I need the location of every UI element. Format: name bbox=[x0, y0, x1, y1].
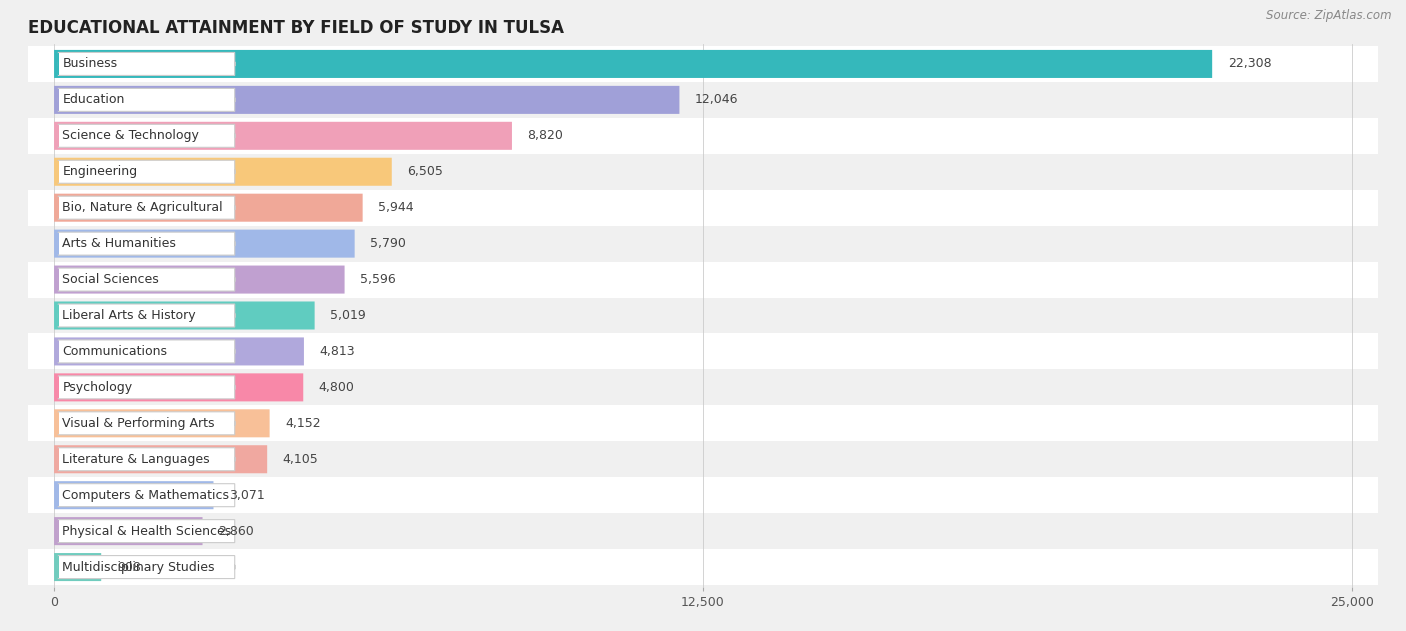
FancyBboxPatch shape bbox=[58, 52, 235, 76]
Bar bbox=[28, 118, 1378, 154]
Text: 8,820: 8,820 bbox=[527, 129, 564, 143]
Text: 4,800: 4,800 bbox=[319, 381, 354, 394]
FancyBboxPatch shape bbox=[53, 194, 363, 221]
FancyBboxPatch shape bbox=[53, 266, 344, 293]
Text: 4,105: 4,105 bbox=[283, 453, 319, 466]
Text: Source: ZipAtlas.com: Source: ZipAtlas.com bbox=[1267, 9, 1392, 23]
Text: 4,152: 4,152 bbox=[285, 417, 321, 430]
Text: Bio, Nature & Agricultural: Bio, Nature & Agricultural bbox=[62, 201, 224, 214]
FancyBboxPatch shape bbox=[53, 122, 512, 150]
FancyBboxPatch shape bbox=[53, 50, 1212, 78]
Text: Arts & Humanities: Arts & Humanities bbox=[62, 237, 176, 250]
Bar bbox=[28, 513, 1378, 549]
Bar bbox=[28, 333, 1378, 369]
Bar bbox=[28, 549, 1378, 585]
Text: 12,046: 12,046 bbox=[695, 93, 738, 107]
Text: 908: 908 bbox=[117, 560, 141, 574]
FancyBboxPatch shape bbox=[58, 555, 235, 579]
Text: 5,019: 5,019 bbox=[330, 309, 366, 322]
Bar bbox=[28, 441, 1378, 477]
FancyBboxPatch shape bbox=[53, 445, 267, 473]
Bar bbox=[28, 298, 1378, 333]
FancyBboxPatch shape bbox=[53, 374, 304, 401]
FancyBboxPatch shape bbox=[53, 553, 101, 581]
Text: Visual & Performing Arts: Visual & Performing Arts bbox=[62, 417, 215, 430]
Text: EDUCATIONAL ATTAINMENT BY FIELD OF STUDY IN TULSA: EDUCATIONAL ATTAINMENT BY FIELD OF STUDY… bbox=[28, 19, 564, 37]
FancyBboxPatch shape bbox=[53, 338, 304, 365]
FancyBboxPatch shape bbox=[58, 412, 235, 435]
Text: Education: Education bbox=[62, 93, 125, 107]
Text: Computers & Mathematics: Computers & Mathematics bbox=[62, 488, 229, 502]
FancyBboxPatch shape bbox=[58, 88, 235, 111]
Bar bbox=[28, 226, 1378, 262]
Bar bbox=[28, 262, 1378, 298]
Text: Business: Business bbox=[62, 57, 118, 71]
Text: Social Sciences: Social Sciences bbox=[62, 273, 159, 286]
FancyBboxPatch shape bbox=[58, 196, 235, 219]
Text: 6,505: 6,505 bbox=[408, 165, 443, 178]
Text: 5,596: 5,596 bbox=[360, 273, 396, 286]
Bar bbox=[28, 369, 1378, 405]
Text: Communications: Communications bbox=[62, 345, 167, 358]
Text: 3,071: 3,071 bbox=[229, 488, 264, 502]
Text: 22,308: 22,308 bbox=[1227, 57, 1271, 71]
FancyBboxPatch shape bbox=[53, 158, 392, 186]
FancyBboxPatch shape bbox=[58, 448, 235, 471]
Bar bbox=[28, 154, 1378, 190]
Text: Engineering: Engineering bbox=[62, 165, 138, 178]
Bar bbox=[28, 82, 1378, 118]
FancyBboxPatch shape bbox=[58, 340, 235, 363]
Text: Physical & Health Sciences: Physical & Health Sciences bbox=[62, 524, 232, 538]
Text: Liberal Arts & History: Liberal Arts & History bbox=[62, 309, 195, 322]
FancyBboxPatch shape bbox=[58, 304, 235, 327]
Bar bbox=[28, 46, 1378, 82]
Text: 4,813: 4,813 bbox=[319, 345, 356, 358]
Bar bbox=[28, 477, 1378, 513]
Text: Science & Technology: Science & Technology bbox=[62, 129, 200, 143]
Text: 5,790: 5,790 bbox=[370, 237, 406, 250]
FancyBboxPatch shape bbox=[58, 160, 235, 183]
Bar bbox=[28, 190, 1378, 226]
Text: Literature & Languages: Literature & Languages bbox=[62, 453, 209, 466]
FancyBboxPatch shape bbox=[53, 230, 354, 257]
FancyBboxPatch shape bbox=[58, 376, 235, 399]
FancyBboxPatch shape bbox=[58, 232, 235, 255]
Bar bbox=[28, 405, 1378, 441]
Text: Psychology: Psychology bbox=[62, 381, 132, 394]
FancyBboxPatch shape bbox=[53, 410, 270, 437]
FancyBboxPatch shape bbox=[58, 124, 235, 147]
Text: 5,944: 5,944 bbox=[378, 201, 413, 214]
FancyBboxPatch shape bbox=[58, 520, 235, 543]
FancyBboxPatch shape bbox=[53, 481, 214, 509]
FancyBboxPatch shape bbox=[58, 484, 235, 507]
Text: 2,860: 2,860 bbox=[218, 524, 254, 538]
FancyBboxPatch shape bbox=[53, 86, 679, 114]
Text: Multidisciplinary Studies: Multidisciplinary Studies bbox=[62, 560, 215, 574]
FancyBboxPatch shape bbox=[53, 517, 202, 545]
FancyBboxPatch shape bbox=[58, 268, 235, 291]
FancyBboxPatch shape bbox=[53, 302, 315, 329]
